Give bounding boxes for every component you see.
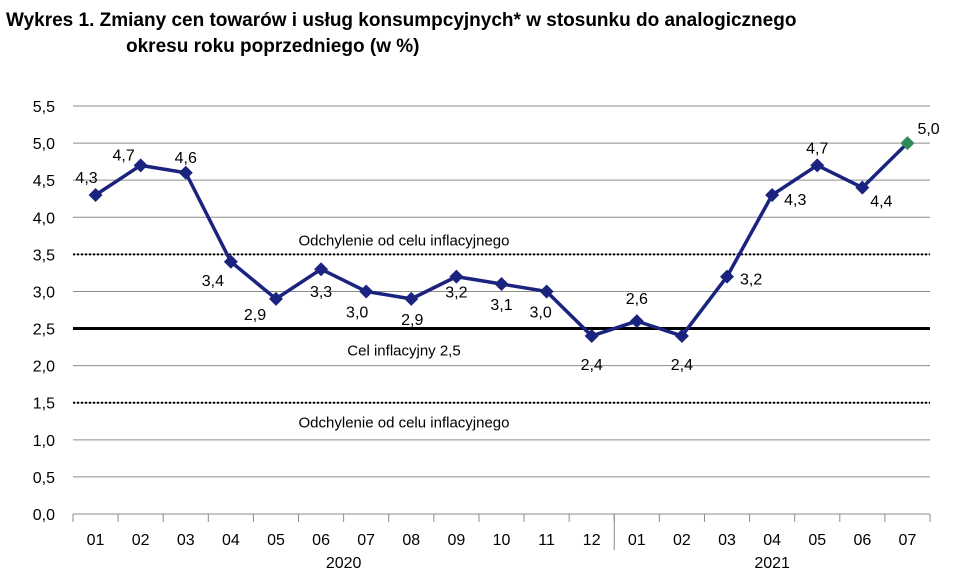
data-label: 3,3 bbox=[310, 284, 332, 301]
x-tick-label: 02 bbox=[673, 532, 691, 549]
data-point bbox=[88, 188, 103, 203]
x-tick-label: 03 bbox=[177, 532, 195, 549]
data-label: 3,2 bbox=[445, 285, 467, 302]
data-label: 2,9 bbox=[401, 312, 423, 329]
data-label: 3,4 bbox=[202, 273, 224, 290]
x-tick-label: 08 bbox=[402, 532, 420, 549]
data-label: 2,4 bbox=[581, 357, 603, 374]
inflation-target-label: Cel inflacyjny 2,5 bbox=[347, 343, 460, 360]
data-label: 4,4 bbox=[870, 194, 892, 211]
data-point bbox=[404, 291, 419, 306]
year-label: 2021 bbox=[754, 555, 790, 572]
x-tick-label: 07 bbox=[357, 532, 375, 549]
data-point bbox=[268, 291, 283, 306]
x-tick-label: 02 bbox=[132, 532, 150, 549]
data-point bbox=[133, 158, 148, 173]
y-tick-label: 1,0 bbox=[33, 433, 55, 450]
x-tick-label: 09 bbox=[447, 532, 465, 549]
data-label: 4,3 bbox=[75, 170, 97, 187]
x-tick-label: 12 bbox=[583, 532, 601, 549]
x-tick-label: 05 bbox=[808, 532, 826, 549]
y-tick-label: 2,0 bbox=[33, 359, 55, 376]
data-point bbox=[674, 328, 689, 343]
data-label: 4,3 bbox=[784, 192, 806, 209]
x-tick-label: 04 bbox=[763, 532, 781, 549]
data-point bbox=[810, 158, 825, 173]
data-point bbox=[314, 262, 329, 277]
x-tick-label: 06 bbox=[853, 532, 871, 549]
y-tick-label: 0,0 bbox=[33, 507, 55, 524]
x-tick-label: 06 bbox=[312, 532, 330, 549]
chart-title-line2: okresu roku poprzedniego (w %) bbox=[126, 36, 420, 57]
year-label: 2020 bbox=[326, 555, 362, 572]
data-point bbox=[359, 284, 374, 299]
data-point bbox=[584, 328, 599, 343]
data-label: 2,6 bbox=[626, 291, 648, 308]
y-tick-label: 4,0 bbox=[33, 210, 55, 227]
y-tick-label: 3,0 bbox=[33, 284, 55, 301]
x-tick-label: 01 bbox=[628, 532, 646, 549]
x-tick-label: 07 bbox=[899, 532, 917, 549]
y-tick-label: 5,5 bbox=[33, 99, 55, 116]
x-tick-label: 11 bbox=[538, 532, 555, 549]
data-point bbox=[855, 180, 870, 195]
deviation-label: Odchylenie od celu inflacyjnego bbox=[299, 232, 510, 249]
data-point bbox=[449, 269, 464, 284]
x-tick-label: 01 bbox=[87, 532, 105, 549]
latest-data-point bbox=[900, 136, 915, 151]
data-label: 2,9 bbox=[244, 307, 266, 324]
y-tick-label: 4,5 bbox=[33, 173, 55, 190]
y-tick-label: 1,5 bbox=[33, 396, 55, 413]
data-label: 3,2 bbox=[740, 272, 762, 289]
chart-title: Wykres 1. Zmiany cen towarów i usług kon… bbox=[6, 8, 796, 60]
data-point bbox=[494, 277, 509, 292]
data-point bbox=[629, 314, 644, 329]
y-tick-label: 5,0 bbox=[33, 136, 55, 153]
data-label: 4,6 bbox=[175, 150, 197, 167]
data-label: 5,0 bbox=[917, 121, 939, 138]
y-tick-label: 3,5 bbox=[33, 247, 55, 264]
data-label: 3,0 bbox=[529, 304, 551, 321]
chart-title-line1: Wykres 1. Zmiany cen towarów i usług kon… bbox=[6, 10, 797, 31]
data-point bbox=[178, 165, 193, 180]
data-point bbox=[223, 254, 238, 269]
data-point bbox=[720, 269, 735, 284]
data-label: 3,0 bbox=[346, 304, 368, 321]
y-tick-label: 0,5 bbox=[33, 470, 55, 487]
x-tick-label: 04 bbox=[222, 532, 240, 549]
deviation-label: Odchylenie od celu inflacyjnego bbox=[299, 415, 510, 432]
x-tick-label: 05 bbox=[267, 532, 285, 549]
data-label: 2,4 bbox=[671, 357, 693, 374]
x-tick-label: 10 bbox=[493, 532, 511, 549]
data-point bbox=[539, 284, 554, 299]
data-label: 4,7 bbox=[806, 140, 828, 157]
data-label: 3,1 bbox=[490, 297, 512, 314]
y-tick-label: 2,5 bbox=[33, 322, 55, 339]
data-label: 4,7 bbox=[113, 147, 135, 164]
data-point bbox=[765, 188, 780, 203]
x-tick-label: 03 bbox=[718, 532, 736, 549]
